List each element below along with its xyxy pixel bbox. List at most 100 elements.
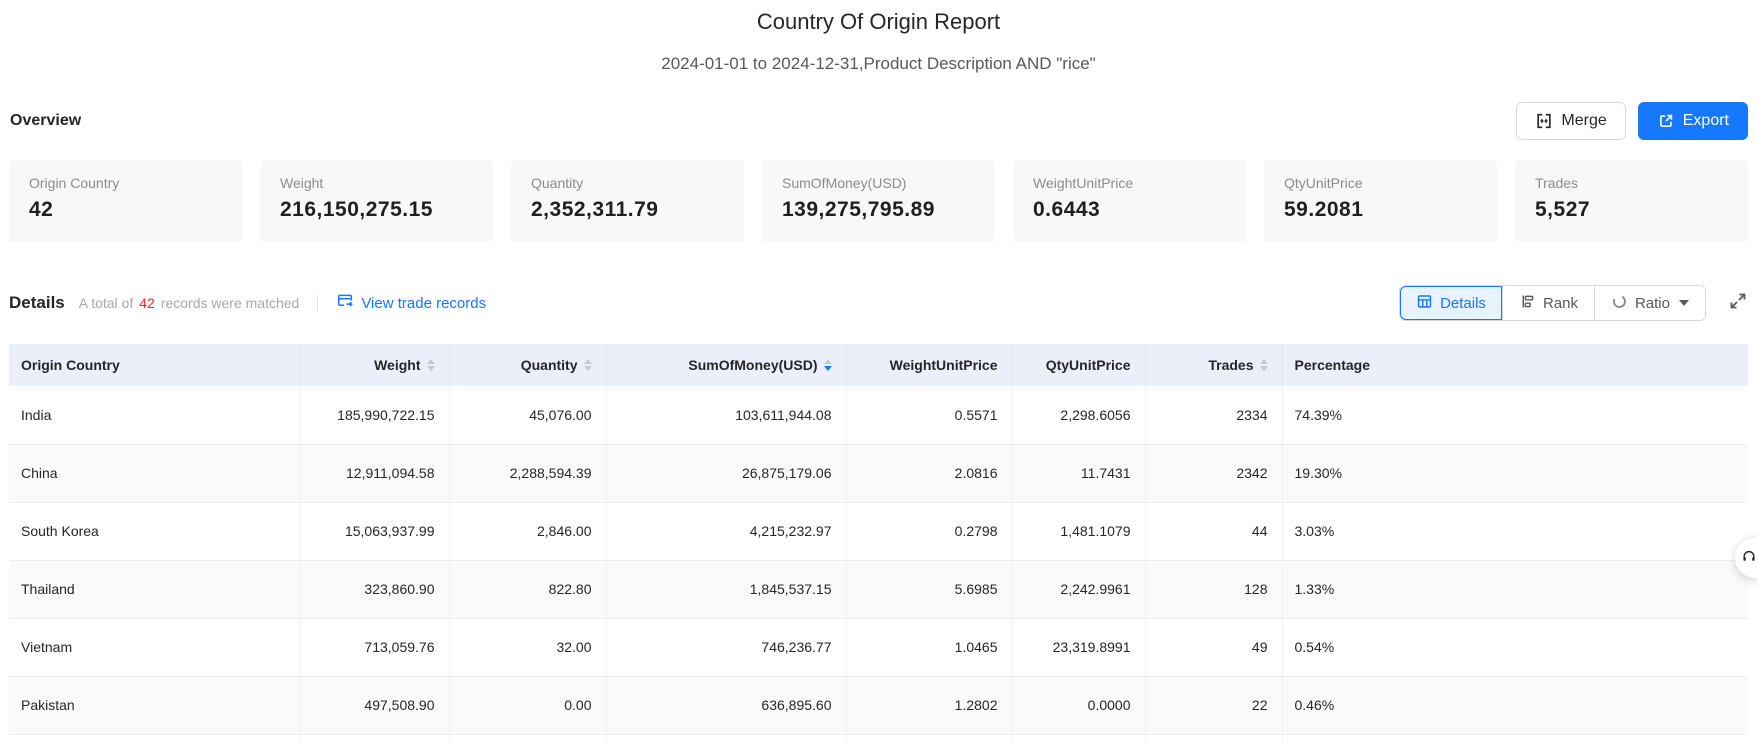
cell-weight: 497,508.90 (299, 676, 450, 735)
details-view-icon (1416, 293, 1433, 314)
cell-origin-country: Pakistan (9, 676, 300, 735)
matched-count: 42 (139, 295, 155, 311)
stat-label: Weight (280, 175, 324, 191)
stat-card-weight-unit-price: WeightUnitPrice 0.6443 (1013, 160, 1246, 242)
stat-card-sum-of-money: SumOfMoney(USD) 139,275,795.89 (762, 160, 995, 242)
column-header-sum-of-money[interactable]: SumOfMoney(USD) (606, 344, 847, 386)
stat-value: 216,150,275.15 (280, 198, 433, 221)
cell-weight-unit-price: 0.5571 (846, 386, 1013, 445)
cell-quantity: 0.00 (449, 676, 607, 735)
cell-quantity: 32.00 (449, 618, 607, 677)
table-row-thailand[interactable]: Thailand 323,860.90 822.80 1,845,537.15 … (9, 560, 1748, 619)
stat-label: Quantity (531, 175, 584, 191)
view-trade-records-icon (336, 292, 354, 314)
report-subtitle: 2024-01-01 to 2024-12-31,Product Descrip… (661, 54, 1096, 73)
sort-icon-active-desc[interactable] (823, 359, 832, 371)
fullscreen-icon (1728, 291, 1748, 316)
cell-trades: 2334 (1145, 386, 1283, 445)
column-header-trades[interactable]: Trades (1145, 344, 1283, 386)
cell-weight: 15,063,937.99 (299, 502, 450, 561)
column-label: QtyUnitPrice (1045, 357, 1131, 373)
cell-weight: 12,911,094.58 (299, 444, 450, 503)
column-header-weight[interactable]: Weight (299, 344, 450, 386)
cell-quantity: 822.80 (449, 560, 607, 619)
cell-weight: 323,860.90 (299, 560, 450, 619)
view-trade-records-link[interactable]: View trade records (336, 292, 486, 314)
stat-card-trades: Trades 5,527 (1515, 160, 1748, 242)
cell-qty-unit-price: 1,481.1079 (1012, 502, 1146, 561)
summary-prefix: A total of (78, 295, 134, 311)
overview-section-title: Overview (10, 112, 82, 129)
page-title: Country Of Origin Report (756, 9, 1001, 34)
fullscreen-button[interactable] (1728, 291, 1748, 316)
view-mode-switcher: Details Rank (1399, 285, 1706, 321)
cell-sum-of-money: 4,215,232.97 (606, 502, 847, 561)
details-section-title: Details (9, 293, 65, 312)
merge-button[interactable]: Merge (1516, 102, 1626, 140)
headset-icon (1741, 548, 1757, 569)
stat-value: 0.6443 (1033, 198, 1101, 221)
cell-sum-of-money: 103,611,944.08 (606, 386, 847, 445)
cell-sum-of-money: 636,895.60 (606, 676, 847, 735)
view-mode-ratio-label: Ratio (1634, 294, 1670, 312)
cell-weight-unit-price: 1.0465 (846, 618, 1013, 677)
view-mode-rank[interactable]: Rank (1501, 286, 1594, 320)
column-header-quantity[interactable]: Quantity (449, 344, 607, 386)
cell-origin-country: South Korea (9, 502, 300, 561)
cell-origin-country: Vietnam (9, 618, 300, 677)
stat-card-qty-unit-price: QtyUnitPrice 59.2081 (1264, 160, 1497, 242)
cell-weight-unit-price: 5.6985 (846, 560, 1013, 619)
cell-percentage: 1.33% (1282, 560, 1748, 619)
export-button-label: Export (1682, 112, 1729, 129)
cell-weight: 713,059.76 (299, 618, 450, 677)
table-header-row: Origin Country Weight Quantity (9, 344, 1748, 386)
table-row-vietnam[interactable]: Vietnam 713,059.76 32.00 746,236.77 1.04… (9, 618, 1748, 677)
stat-label: Origin Country (29, 175, 120, 191)
column-label: SumOfMoney(USD) (688, 357, 818, 373)
stat-label: QtyUnitPrice (1284, 175, 1363, 191)
export-icon (1657, 112, 1675, 130)
stat-card-quantity: Quantity 2,352,311.79 (511, 160, 744, 242)
column-header-percentage: Percentage (1282, 344, 1748, 386)
rank-view-icon (1519, 293, 1536, 314)
cell-origin-country: China (9, 444, 300, 503)
column-header-weight-unit-price: WeightUnitPrice (846, 344, 1013, 386)
cell-qty-unit-price: 2,242.9961 (1012, 560, 1146, 619)
table-row-south-korea[interactable]: South Korea 15,063,937.99 2,846.00 4,215… (9, 502, 1748, 561)
stat-value: 5,527 (1535, 198, 1591, 221)
cell-percentage: 19.30% (1282, 444, 1748, 503)
column-label: WeightUnitPrice (889, 357, 998, 373)
export-button[interactable]: Export (1637, 102, 1748, 140)
support-float-button[interactable] (1735, 538, 1757, 578)
stat-value: 59.2081 (1284, 198, 1364, 221)
column-label: Origin Country (21, 357, 120, 373)
cell-sum-of-money: 746,236.77 (606, 618, 847, 677)
table-row-partial (9, 734, 1748, 742)
cell-trades: 128 (1145, 560, 1283, 619)
sort-icon[interactable] (583, 359, 592, 371)
cell-quantity: 45,076.00 (449, 386, 607, 445)
cell-percentage: 0.54% (1282, 618, 1748, 677)
details-table: Origin Country Weight Quantity (9, 344, 1748, 742)
sort-icon[interactable] (1259, 359, 1268, 371)
cell-percentage: 0.46% (1282, 676, 1748, 735)
table-row-india[interactable]: India 185,990,722.15 45,076.00 103,611,9… (9, 386, 1748, 445)
table-row-pakistan[interactable]: Pakistan 497,508.90 0.00 636,895.60 1.28… (9, 676, 1748, 735)
sort-icon[interactable] (426, 359, 435, 371)
stat-card-origin-country: Origin Country 42 (9, 160, 242, 242)
details-bar: Details A total of 42 records were match… (9, 284, 1748, 322)
stat-value: 139,275,795.89 (782, 198, 935, 221)
cell-qty-unit-price: 0.0000 (1012, 676, 1146, 735)
cell-quantity: 2,846.00 (449, 502, 607, 561)
cell-percentage: 3.03% (1282, 502, 1748, 561)
stat-label: Trades (1535, 175, 1579, 191)
report-header: Country Of Origin Report 2024-01-01 to 2… (0, 0, 1757, 76)
cell-sum-of-money: 1,845,537.15 (606, 560, 847, 619)
cell-percentage: 74.39% (1282, 386, 1748, 445)
table-row-china[interactable]: China 12,911,094.58 2,288,594.39 26,875,… (9, 444, 1748, 503)
cell-trades: 49 (1145, 618, 1283, 677)
view-mode-details[interactable]: Details (1400, 286, 1502, 320)
column-header-origin-country: Origin Country (9, 344, 300, 386)
view-mode-ratio[interactable]: Ratio (1593, 286, 1705, 320)
